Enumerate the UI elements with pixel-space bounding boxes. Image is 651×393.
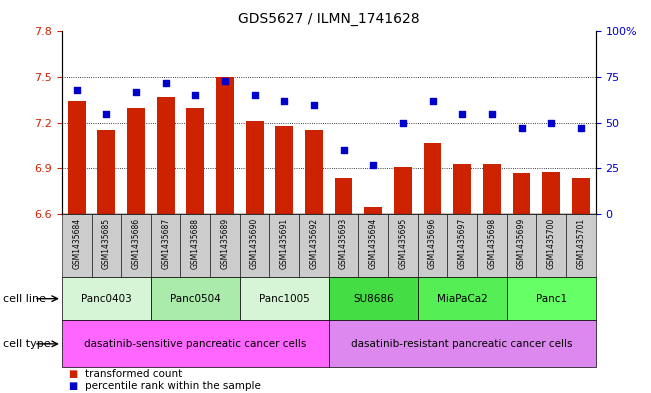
Text: GSM1435685: GSM1435685: [102, 218, 111, 269]
Bar: [512, 173, 531, 214]
Bar: [275, 126, 293, 214]
Bar: [245, 121, 264, 214]
Point: [279, 98, 290, 104]
Point: [487, 110, 497, 117]
Bar: [365, 207, 382, 214]
Point: [546, 119, 557, 126]
Point: [427, 98, 437, 104]
Text: GSM1435698: GSM1435698: [488, 218, 496, 269]
Text: GSM1435697: GSM1435697: [458, 218, 467, 269]
Text: percentile rank within the sample: percentile rank within the sample: [85, 381, 260, 391]
Point: [249, 92, 260, 99]
Point: [516, 125, 527, 131]
Bar: [216, 77, 234, 214]
Bar: [127, 108, 145, 214]
Bar: [68, 101, 85, 214]
Point: [72, 87, 82, 93]
Text: GSM1435690: GSM1435690: [250, 218, 259, 269]
Text: ■: ■: [68, 381, 77, 391]
Bar: [453, 164, 471, 214]
Text: MiaPaCa2: MiaPaCa2: [437, 294, 488, 304]
Point: [309, 101, 319, 108]
Point: [220, 78, 230, 84]
Text: cell line: cell line: [3, 294, 46, 304]
Bar: [542, 171, 560, 214]
Text: GSM1435694: GSM1435694: [368, 218, 378, 269]
Bar: [335, 178, 352, 214]
Text: ■: ■: [68, 369, 77, 379]
Bar: [483, 164, 501, 214]
Text: dasatinib-sensitive pancreatic cancer cells: dasatinib-sensitive pancreatic cancer ce…: [84, 339, 307, 349]
Text: dasatinib-resistant pancreatic cancer cells: dasatinib-resistant pancreatic cancer ce…: [352, 339, 573, 349]
Text: cell type: cell type: [3, 339, 51, 349]
Text: transformed count: transformed count: [85, 369, 182, 379]
Bar: [305, 130, 323, 214]
Text: GSM1435700: GSM1435700: [547, 218, 556, 269]
Text: Panc0403: Panc0403: [81, 294, 132, 304]
Text: Panc1: Panc1: [536, 294, 567, 304]
Text: GSM1435692: GSM1435692: [309, 218, 318, 269]
Text: GSM1435695: GSM1435695: [398, 218, 408, 269]
Point: [131, 88, 141, 95]
Bar: [424, 143, 441, 214]
Point: [190, 92, 201, 99]
Point: [457, 110, 467, 117]
Text: GSM1435693: GSM1435693: [339, 218, 348, 269]
Text: GSM1435684: GSM1435684: [72, 218, 81, 269]
Text: GSM1435686: GSM1435686: [132, 218, 141, 269]
Bar: [572, 178, 590, 214]
Bar: [157, 97, 174, 214]
Text: GSM1435701: GSM1435701: [576, 218, 585, 269]
Point: [101, 110, 111, 117]
Point: [398, 119, 408, 126]
Text: Panc0504: Panc0504: [170, 294, 221, 304]
Text: GSM1435687: GSM1435687: [161, 218, 170, 269]
Bar: [394, 167, 412, 214]
Point: [575, 125, 586, 131]
Bar: [186, 108, 204, 214]
Text: SU8686: SU8686: [353, 294, 394, 304]
Text: Panc1005: Panc1005: [259, 294, 310, 304]
Text: GSM1435689: GSM1435689: [221, 218, 229, 269]
Text: GSM1435696: GSM1435696: [428, 218, 437, 269]
Point: [160, 79, 171, 86]
Point: [368, 162, 378, 168]
Text: GSM1435688: GSM1435688: [191, 218, 200, 269]
Bar: [98, 130, 115, 214]
Point: [339, 147, 349, 153]
Text: GDS5627 / ILMN_1741628: GDS5627 / ILMN_1741628: [238, 12, 419, 26]
Text: GSM1435699: GSM1435699: [517, 218, 526, 269]
Text: GSM1435691: GSM1435691: [280, 218, 289, 269]
